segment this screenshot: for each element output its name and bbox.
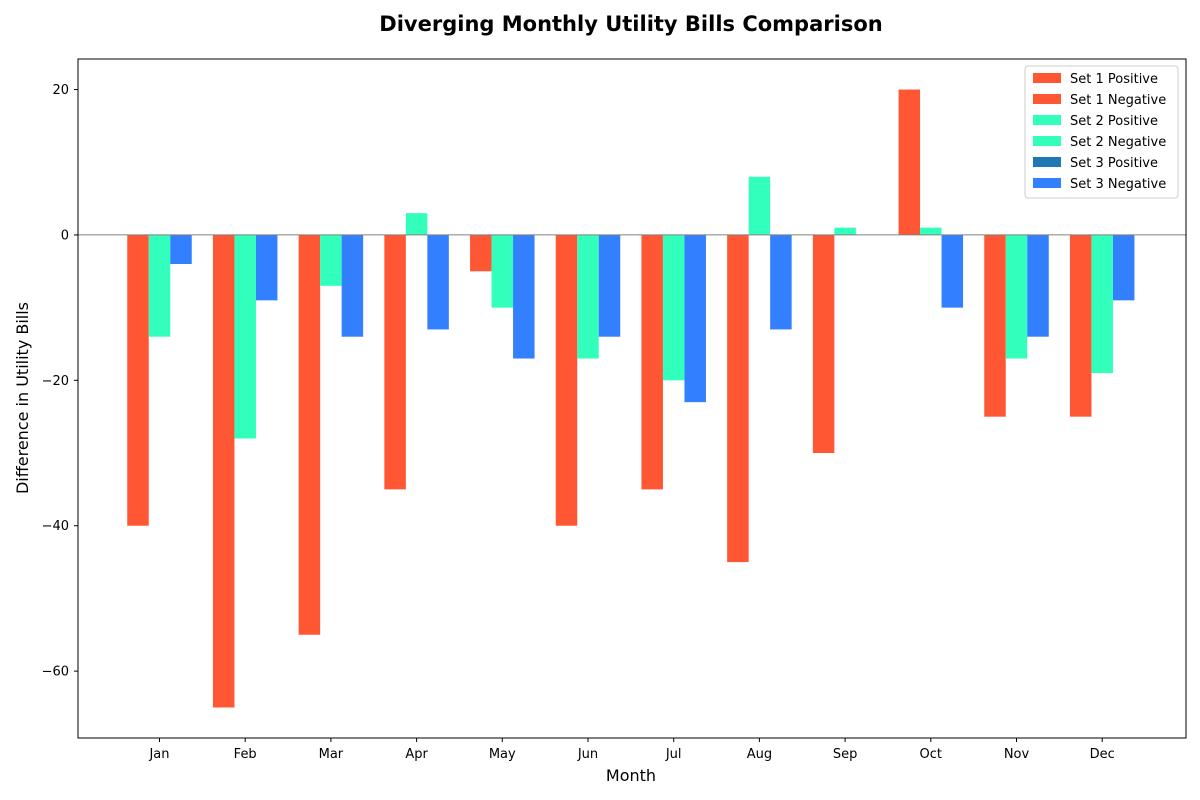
bar-set1-aug	[727, 234, 749, 563]
bar-set3-nov	[1027, 234, 1049, 337]
legend-swatch	[1033, 157, 1061, 167]
bar-set2-jan	[148, 234, 171, 337]
legend-entry: Set 3 Negative	[1070, 177, 1166, 192]
legend-swatch	[1033, 136, 1061, 146]
x-tick-label-jul: Jul	[665, 747, 682, 762]
y-axis-label: Difference in Utility Bills	[13, 302, 32, 494]
legend: Set 1 Positive Set 1 Negative Set 2 Positi…	[1024, 65, 1179, 199]
x-tick-label-nov: Nov	[1004, 747, 1030, 762]
bar-set3-mar	[341, 234, 364, 337]
y-tick-label: 20	[52, 83, 69, 98]
legend-entry: Set 2 Negative	[1070, 135, 1166, 150]
y-tick-label: −60	[42, 665, 69, 680]
plot-area: 20 0 −20 −40 −60 Jan Feb Mar Apr May Jun Jul Aug Sep O…	[42, 58, 1187, 762]
bar-set2-jun	[577, 234, 599, 359]
bar-set1-oct	[898, 89, 921, 235]
legend-entry: Set 3 Positive	[1070, 156, 1158, 171]
bar-set3-jan	[170, 234, 192, 265]
plot-frame	[77, 58, 1187, 739]
y-tick-label: −40	[42, 519, 69, 534]
bar-set1-may	[470, 234, 492, 272]
bar-set1-mar	[298, 234, 321, 635]
bar-set2-oct	[920, 227, 942, 235]
x-tick-label-dec: Dec	[1090, 747, 1115, 762]
x-tick-label-sep: Sep	[833, 747, 858, 762]
y-tick-label: −20	[42, 374, 69, 389]
bar-set2-feb	[234, 234, 256, 439]
legend-swatch	[1033, 115, 1061, 125]
bar-set1-apr	[384, 234, 406, 490]
y-tick-label: 0	[61, 228, 69, 243]
x-tick-label-feb: Feb	[234, 747, 257, 762]
bar-set3-apr	[427, 234, 449, 330]
legend-box	[1024, 65, 1179, 199]
bar-set2-may	[491, 234, 514, 308]
legend-swatch	[1033, 178, 1061, 188]
bar-set1-feb	[212, 234, 235, 708]
bar-set2-nov	[1005, 234, 1028, 359]
legend-entry: Set 2 Positive	[1070, 114, 1158, 129]
bar-set2-aug	[748, 176, 771, 235]
x-tick-label-oct: Oct	[920, 747, 942, 762]
bar-set2-jul	[662, 234, 685, 381]
bar-set3-may	[513, 234, 535, 359]
x-tick-label-mar: Mar	[319, 747, 344, 762]
bar-set3-feb	[255, 234, 278, 301]
bar-set2-dec	[1091, 234, 1113, 374]
bar-set3-jul	[684, 234, 706, 403]
legend-swatch	[1033, 73, 1061, 83]
bar-set2-apr	[405, 213, 428, 235]
legend-entry: Set 1 Positive	[1070, 72, 1158, 87]
bar-set2-sep	[834, 227, 856, 235]
bar-set1-jun	[555, 234, 578, 526]
x-tick-label-jan: Jan	[148, 747, 169, 762]
legend-entry: Set 1 Negative	[1070, 93, 1166, 108]
legend-swatch	[1033, 94, 1061, 104]
bar-set1-jan	[127, 234, 149, 526]
bar-set3-aug	[770, 234, 792, 330]
x-tick-label-apr: Apr	[405, 747, 428, 762]
bar-set3-oct	[941, 234, 964, 308]
bar-set1-dec	[1069, 234, 1092, 417]
x-tick-label-jun: Jun	[577, 747, 598, 762]
x-tick-label-aug: Aug	[747, 747, 772, 762]
bar-set3-jun	[598, 234, 621, 337]
x-axis-label: Month	[606, 766, 656, 785]
bar-set1-nov	[984, 234, 1006, 417]
x-tick-label-may: May	[489, 747, 516, 762]
bar-set1-sep	[812, 234, 835, 454]
bar-set1-jul	[641, 234, 663, 490]
bar-set2-mar	[320, 234, 342, 286]
chart-title: Diverging Monthly Utility Bills Comparis…	[379, 12, 882, 36]
bar-set3-dec	[1112, 234, 1135, 301]
